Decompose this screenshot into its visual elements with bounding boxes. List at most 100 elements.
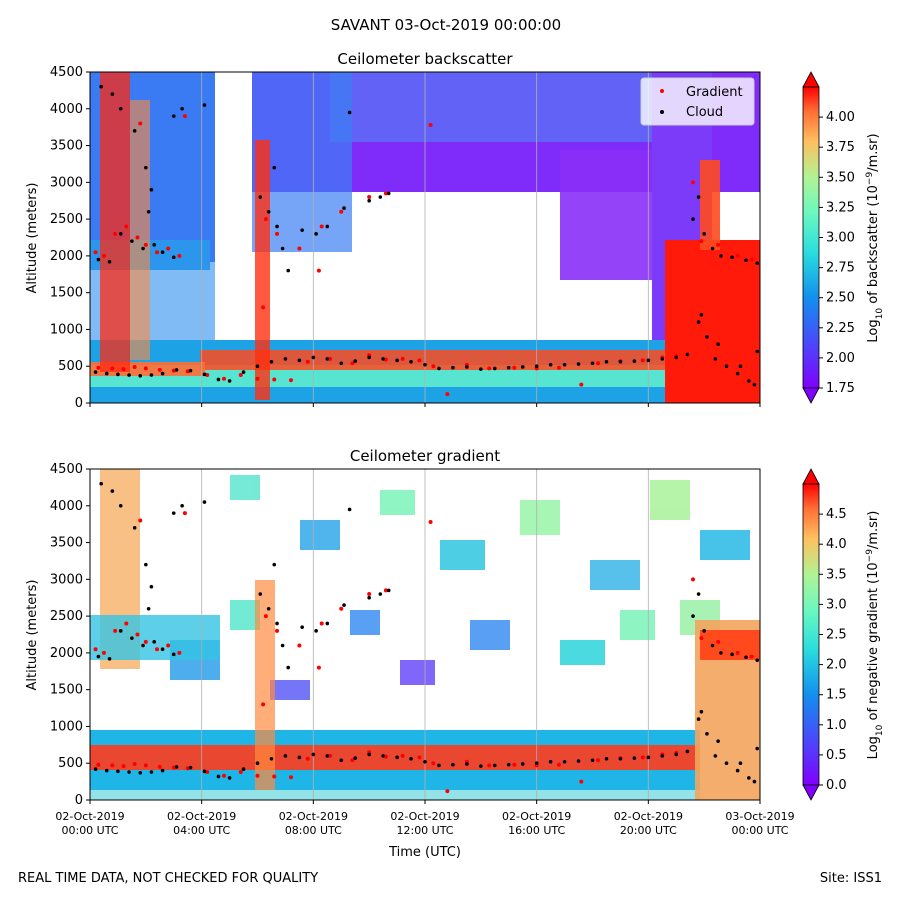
cloud-point — [724, 364, 729, 369]
cloud-point — [216, 377, 221, 382]
cloud-point — [685, 352, 690, 357]
cloud-point — [423, 362, 427, 367]
x-tick-date: 02-Oct-2019 — [502, 810, 571, 823]
backscatter-y-ticks: 0 500 1000 1500 2000 2500 3000 3500 4000 4500 — [50, 65, 90, 411]
cloud-point — [107, 259, 112, 264]
gradient-point — [185, 369, 190, 374]
y-tick-label: 2500 — [50, 609, 83, 624]
backscatter-colorbar-label: Log10 of backscatter (10−9/m.sr) — [865, 133, 885, 342]
cloud-point — [378, 195, 383, 199]
gradient-point — [716, 639, 721, 644]
colorbar-tick-label: 3.25 — [826, 200, 855, 215]
cloud-point — [705, 335, 709, 339]
cloud-point — [297, 358, 302, 363]
backscatter-grid — [201, 72, 649, 403]
gradient-point — [205, 373, 210, 378]
colorbar-tick-label: 2.25 — [826, 321, 855, 336]
gradient-point — [185, 766, 190, 771]
colorbar-tick-label: 2.00 — [826, 351, 855, 366]
cloud-point — [255, 364, 260, 369]
cloud-point — [738, 364, 743, 369]
gradient-panel: Ceilometer gradient — [25, 447, 885, 860]
backscatter-x-ticks — [89, 403, 761, 407]
cloud-point — [266, 606, 271, 611]
cloud-point — [138, 770, 143, 775]
cloud-point — [534, 761, 539, 766]
x-tick-date: 02-Oct-2019 — [167, 810, 236, 823]
cloud-point — [146, 606, 151, 611]
cloud-point — [730, 652, 734, 657]
x-tick-date: 02-Oct-2019 — [55, 810, 124, 823]
cloud-point — [202, 103, 207, 107]
gradient-point — [445, 392, 450, 397]
gradient-point — [487, 366, 492, 371]
gradient-point — [350, 758, 355, 763]
cloud-point — [755, 746, 760, 751]
colorbar-tick-label: 2.5 — [826, 628, 847, 643]
cloud-point — [520, 762, 525, 766]
cloud-point — [691, 614, 695, 618]
gradient-point — [143, 763, 148, 768]
gradient-point — [261, 305, 266, 310]
gradient-point — [143, 639, 148, 644]
gradient-ylabel: Altitude (meters) — [25, 580, 40, 691]
gradient-y-ticks: 0 500 1000 1500 2000 2500 3000 3500 4000 4500 — [50, 462, 90, 808]
y-tick-label: 4500 — [50, 65, 83, 80]
cloud-point — [132, 129, 137, 133]
gradient-point — [328, 753, 333, 758]
cloud-point — [381, 357, 385, 361]
gradient-point — [289, 775, 293, 780]
cloud-point — [691, 217, 695, 221]
gradient-point — [113, 231, 118, 236]
gradient-point — [640, 358, 645, 363]
cloud-point — [713, 754, 718, 758]
cloud-point — [160, 647, 165, 652]
gradient-point — [367, 195, 372, 200]
gradient-point — [512, 365, 517, 370]
cloud-point — [604, 757, 609, 761]
cloud-point — [562, 759, 567, 764]
gradient-point — [487, 763, 492, 768]
cloud-point — [280, 246, 285, 251]
colorbar-tick-label: 1.0 — [826, 718, 847, 733]
colorbar-tick-label: 0.0 — [826, 778, 847, 793]
gradient-point — [383, 191, 388, 196]
cloud-point — [144, 562, 148, 567]
cloud-point — [99, 84, 103, 89]
colorbar-tick-label: 4.00 — [826, 110, 855, 125]
gradient-point — [171, 765, 176, 770]
cloud-point — [227, 379, 232, 383]
gradient-point — [275, 231, 280, 236]
cloud-point — [104, 371, 109, 376]
cloud-point — [280, 643, 285, 648]
gradient-point — [272, 377, 277, 382]
cloud-point — [747, 776, 751, 780]
cloud-point — [174, 765, 179, 769]
x-tick-time: 20:00 UTC — [620, 824, 677, 837]
cloud-point — [342, 206, 346, 210]
cloud-point — [716, 342, 720, 346]
cloud-point — [506, 762, 511, 767]
colorbar-tick-label: 2.50 — [826, 291, 855, 306]
cloud-point — [180, 503, 184, 508]
cloud-point — [423, 759, 427, 764]
cloud-point — [286, 665, 291, 670]
gradient-point — [275, 628, 280, 633]
gradient-point — [445, 789, 450, 794]
cloud-point — [149, 187, 154, 192]
cloud-point — [738, 761, 743, 766]
cloud-point — [386, 588, 391, 593]
cloud-point — [180, 106, 184, 111]
cloud-point — [744, 258, 748, 263]
cloud-point — [409, 757, 413, 761]
cloud-point — [367, 198, 371, 203]
gradient-point — [110, 366, 115, 371]
gradient-point — [417, 358, 422, 363]
cloud-point — [479, 764, 483, 768]
cloud-point — [381, 754, 385, 758]
cloud-point — [258, 592, 263, 596]
gradient-point — [166, 246, 171, 251]
cloud-point — [590, 361, 595, 366]
cloud-point — [506, 365, 511, 370]
